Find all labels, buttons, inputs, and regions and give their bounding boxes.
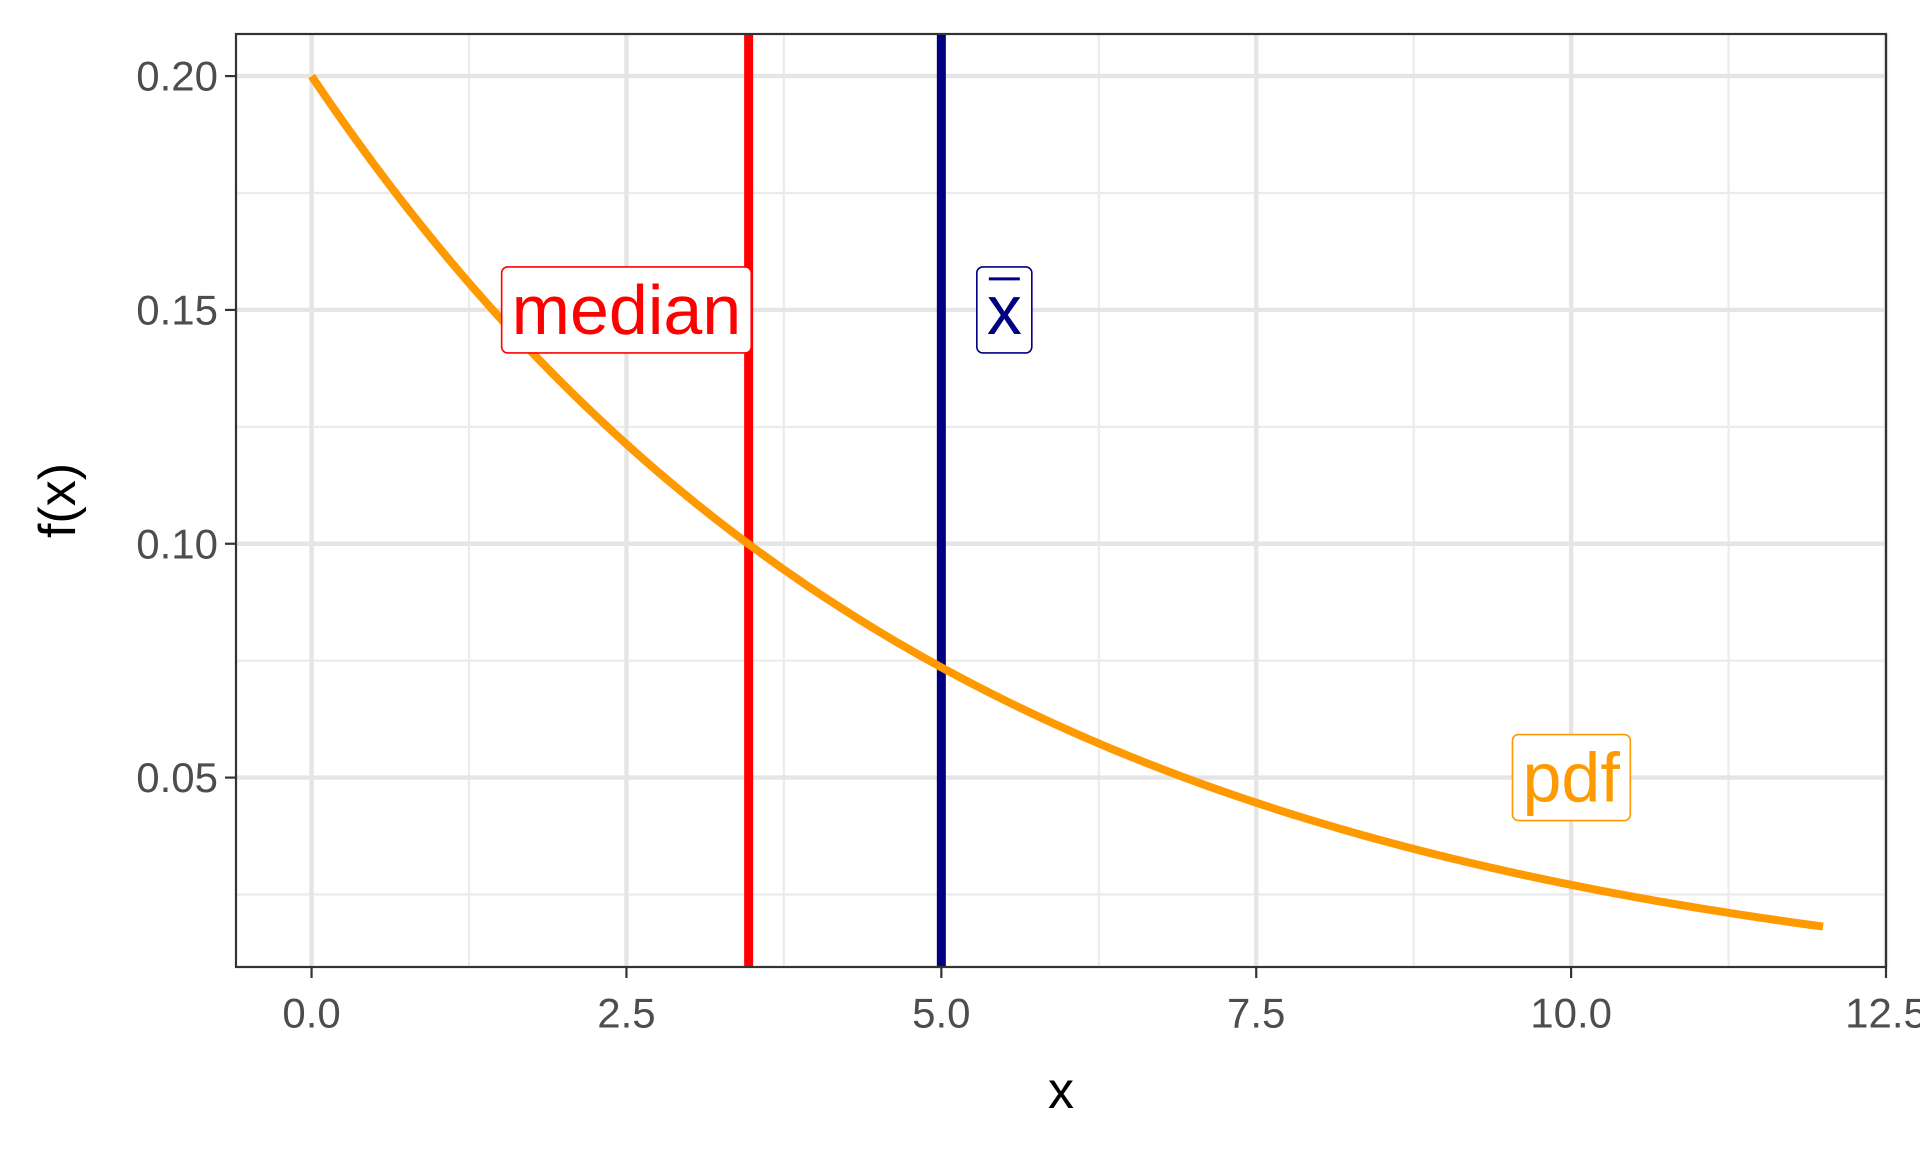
y-tick-label: 0.20: [136, 53, 218, 100]
x-axis: 0.0 2.5 5.0 7.5 10.0 12.5: [282, 967, 1920, 1036]
annotation-label: pdf: [1522, 739, 1620, 817]
annotation-box: [976, 266, 1033, 354]
y-tick-label: 0.05: [136, 754, 218, 801]
x-tick-label: 7.5: [1227, 989, 1285, 1036]
y-tick-label: 0.10: [136, 520, 218, 567]
plot-panel: median x pdf: [234, 32, 1889, 969]
annotation-label: x: [987, 271, 1022, 349]
x-tick-label: 10.0: [1530, 989, 1612, 1036]
x-tick-label: 2.5: [597, 989, 655, 1036]
y-tick-label: 0.15: [136, 286, 218, 333]
x-tick-label: 12.5: [1845, 989, 1920, 1036]
annotation-mean: x: [976, 266, 1033, 354]
y-axis: 0.05 0.10 0.15 0.20: [136, 53, 236, 801]
reference-lines: [744, 34, 946, 967]
y-axis-title: f(x): [29, 463, 87, 538]
x-axis-title: x: [1048, 1062, 1074, 1120]
annotation-box: [1511, 733, 1632, 822]
annotation-label: median: [512, 271, 742, 349]
x-tick-label: 5.0: [912, 989, 970, 1036]
annotation-median: median: [500, 266, 753, 354]
panel-border: [234, 32, 1888, 969]
annotation-pdf: pdf: [1511, 733, 1632, 822]
x-tick-label: 0.0: [282, 989, 340, 1036]
annotations: median x pdf: [500, 266, 1632, 822]
panel-background: [236, 34, 1886, 967]
pdf-curve: [308, 73, 1824, 931]
annotation-box: [500, 266, 753, 354]
